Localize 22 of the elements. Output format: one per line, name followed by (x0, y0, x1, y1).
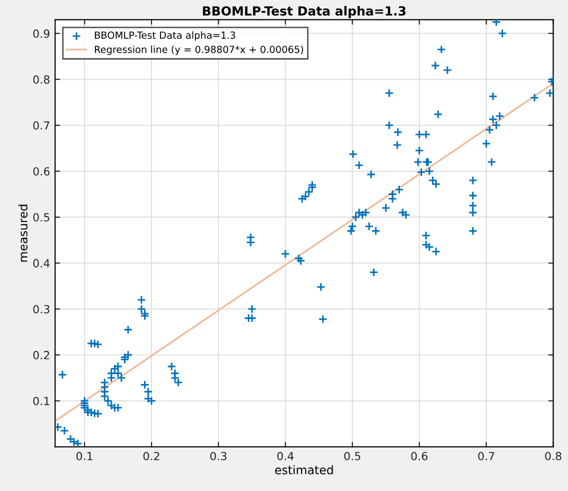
x-tick-label: 0.7 (478, 452, 494, 460)
legend-label: BBOMLP-Test Data alpha=1.3 (94, 31, 236, 41)
y-tick-label: 0.7 (33, 121, 50, 130)
y-axis-title: measured (18, 204, 28, 262)
x-tick-label: 0.8 (545, 452, 562, 460)
x-tick-label: 0.5 (344, 452, 360, 460)
x-tick-label: 0.2 (143, 452, 160, 460)
y-tick-label: 0.3 (33, 304, 50, 314)
y-tick-label: 0.2 (33, 350, 50, 360)
x-tick-label: 0.4 (277, 452, 294, 460)
chart-title: BBOMLP-Test Data alpha=1.3 (202, 6, 406, 18)
y-tick-label: 0.4 (33, 259, 50, 268)
y-tick-label: 0.9 (33, 29, 50, 38)
y-tick-label: 0.6 (33, 167, 50, 176)
y-tick-label: 0.5 (33, 213, 50, 222)
legend-label: Regression line (y = 0.98807*x + 0.00065) (94, 46, 304, 55)
x-tick-label: 0.6 (411, 452, 428, 460)
x-tick-label: 0.3 (210, 452, 226, 460)
y-tick-label: 0.8 (33, 75, 50, 84)
y-tick-label: 0.1 (33, 396, 50, 406)
x-axis-title: estimated (275, 465, 333, 474)
x-tick-label: 0.1 (76, 452, 92, 460)
